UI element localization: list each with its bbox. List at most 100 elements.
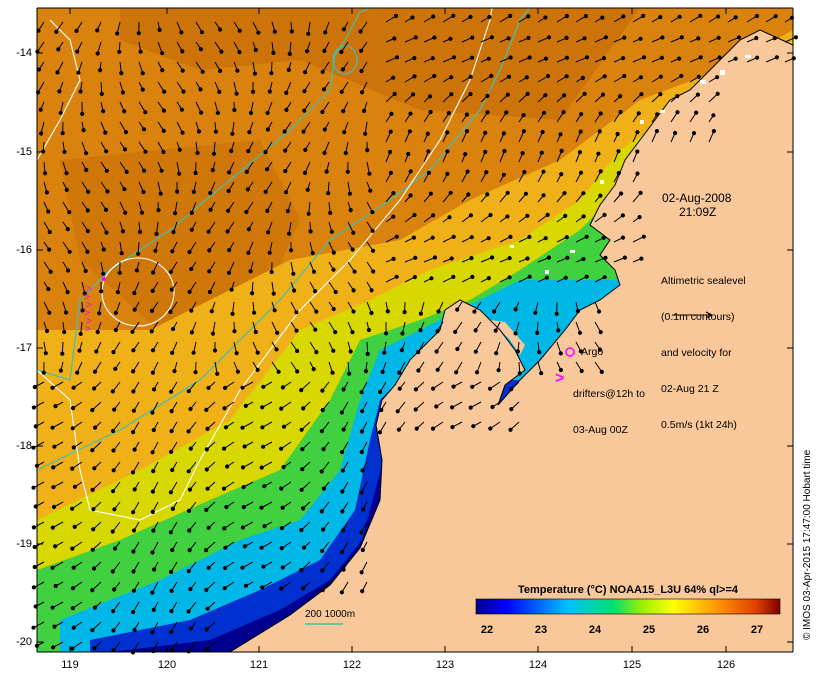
velocity-arrow-head: [243, 403, 248, 408]
velocity-arrow-head: [360, 547, 365, 553]
velocity-arrow-head: [281, 424, 287, 429]
velocity-arrow-head: [253, 329, 258, 335]
velocity-arrow-head: [303, 70, 308, 75]
velocity-arrow-head: [151, 528, 156, 533]
velocity-arrow-head: [50, 425, 55, 430]
velocity-arrow-head: [222, 526, 227, 531]
velocity-arrow-head: [279, 546, 284, 551]
velocity-arrow-head: [187, 289, 192, 294]
velocity-arrow-head: [508, 13, 513, 18]
velocity-arrow-head: [430, 426, 436, 431]
velocity-arrow-head: [260, 425, 265, 430]
velocity-arrow-head: [319, 509, 324, 514]
velocity-arrow-head: [51, 645, 56, 650]
velocity-arrow-head: [259, 505, 264, 510]
velocity-arrow-head: [487, 14, 492, 20]
velocity-arrow-head: [152, 567, 157, 572]
velocity-arrow-head: [205, 426, 210, 431]
velocity-arrow-head: [773, 14, 778, 19]
velocity-arrow-head: [578, 129, 583, 134]
velocity-arrow-head: [541, 193, 546, 198]
velocity-arrow-head: [90, 487, 95, 492]
drifters-label: drifters@12h to 03-Aug 00Z: [573, 388, 645, 436]
velocity-arrow-head: [522, 169, 527, 175]
velocity-arrow-head: [105, 189, 110, 194]
velocity-arrow-head: [92, 605, 98, 610]
velocity-arrow-head: [513, 331, 518, 336]
svg-text:>: >: [85, 324, 91, 335]
velocity-arrow-head: [331, 306, 336, 312]
velocity-arrow-head: [259, 465, 264, 470]
velocity-arrow-head: [269, 269, 274, 275]
velocity-arrow-head: [131, 369, 136, 374]
velocity-arrow-head: [505, 92, 510, 97]
contour-1: [36, 19, 81, 161]
velocity-arrow-head: [92, 646, 97, 651]
velocity-arrow-head: [95, 28, 100, 33]
velocity-arrow-head: [282, 129, 287, 134]
velocity-arrow-head: [71, 445, 76, 450]
velocity-arrow-head: [408, 111, 413, 116]
velocity-arrow-head: [75, 49, 80, 54]
velocity-arrow-head: [449, 256, 454, 261]
velocity-arrow-head: [339, 410, 344, 415]
velocity-arrow-head: [255, 367, 260, 372]
velocity-arrow-head: [445, 171, 450, 176]
velocity-arrow-head: [543, 56, 549, 61]
velocity-arrow-head: [301, 586, 306, 591]
velocity-arrow-head: [90, 628, 95, 633]
velocity-arrow-head: [31, 525, 37, 530]
velocity-arrow-head: [320, 109, 325, 115]
velocity-arrow-head: [206, 229, 211, 234]
velocity-arrow-head: [260, 405, 265, 410]
velocity-arrow-head: [280, 505, 285, 510]
velocity-arrow-head: [80, 111, 85, 117]
velocity-arrow-head: [638, 75, 644, 80]
velocity-arrow-head: [276, 369, 281, 374]
velocity-arrow-head: [322, 48, 327, 54]
velocity-arrow-head: [341, 567, 346, 572]
velocity-arrow-head: [84, 167, 89, 173]
velocity-arrow-head: [189, 227, 194, 232]
velocity-arrow-head: [139, 210, 145, 215]
velocity-arrow-head: [252, 310, 257, 315]
velocity-arrow-head: [347, 191, 352, 196]
velocity-arrow-head: [279, 446, 284, 451]
velocity-arrow-head: [287, 51, 292, 57]
velocity-arrow-head: [392, 36, 397, 41]
velocity-arrow-head: [487, 386, 493, 391]
velocity-arrow-head: [242, 544, 247, 549]
velocity-arrow-head: [411, 235, 416, 240]
velocity-arrow-head: [60, 131, 65, 136]
velocity-arrow-head: [470, 35, 475, 40]
velocity-arrow-head: [74, 28, 79, 33]
velocity-arrow-head: [246, 250, 251, 255]
velocity-arrow-head: [83, 268, 88, 274]
velocity-arrow-head: [535, 330, 540, 335]
velocity-arrow-head: [449, 92, 454, 97]
velocity-arrow-head: [525, 213, 530, 218]
velocity-arrow-head: [103, 130, 108, 135]
velocity-arrow-head: [169, 569, 174, 575]
velocity-arrow-head: [94, 349, 99, 354]
velocity-arrow-head: [271, 291, 276, 296]
velocity-arrow-head: [418, 311, 423, 316]
velocity-arrow-head: [279, 406, 284, 411]
velocity-arrow-head: [91, 566, 97, 571]
velocity-arrow-head: [171, 230, 176, 235]
velocity-arrow-head: [455, 307, 460, 312]
velocity-arrow-head: [91, 527, 96, 532]
altimetry-note: Altimetric sealevel (0.1m contours) and …: [661, 275, 746, 431]
velocity-arrow-head: [584, 234, 589, 239]
velocity-arrow-head: [406, 151, 411, 157]
velocity-arrow-head: [303, 147, 308, 152]
velocity-arrow-head: [350, 330, 355, 335]
velocity-arrow-head: [272, 29, 277, 34]
velocity-arrow-head: [48, 269, 53, 274]
velocity-arrow-head: [191, 350, 196, 355]
velocity-arrow-head: [515, 349, 521, 354]
velocity-arrow-head: [306, 31, 311, 36]
velocity-arrow-head: [638, 36, 643, 41]
velocity-arrow-head: [205, 486, 210, 491]
velocity-arrow-head: [65, 268, 71, 273]
